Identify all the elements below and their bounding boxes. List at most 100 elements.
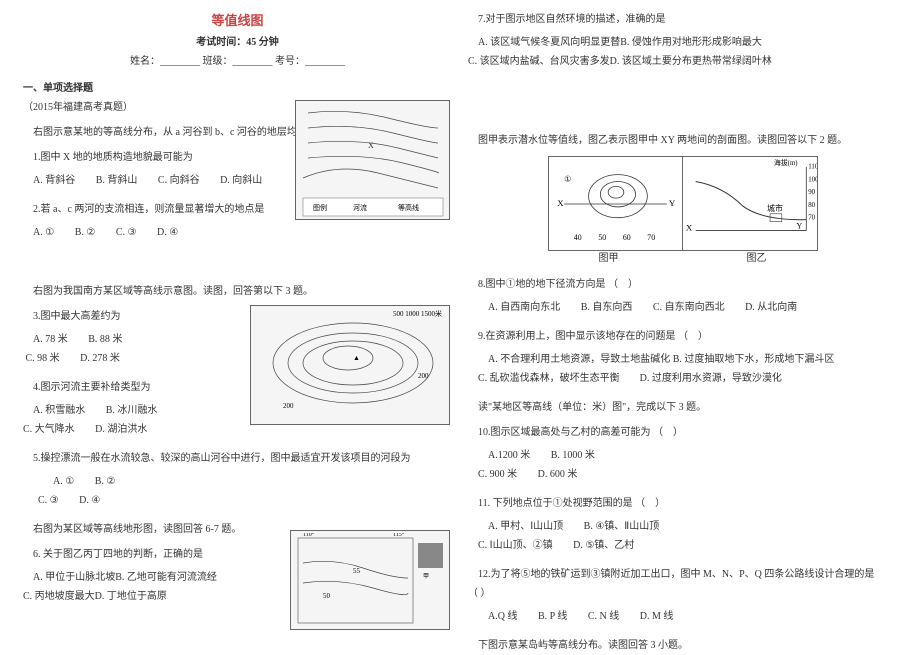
q9-a: A. 不合理利用土地资源，导致土地盐碱化 B. 过度抽取地下水，形成地下漏斗区	[488, 354, 834, 365]
q2-d: D. ④	[157, 227, 178, 238]
q4-b: B. 冰川融水	[106, 405, 158, 416]
svg-text:90: 90	[808, 189, 815, 196]
svg-text:110°: 110°	[303, 533, 315, 538]
q10-a: A.1200 米	[488, 450, 530, 461]
q6-a: A. 甲位于山脉北坡B. 乙地可能有河流流经	[33, 572, 217, 583]
q2-options: A. ① B. ② C. ③ D. ④	[23, 223, 452, 242]
q8-b: B. 自东向西	[581, 302, 633, 313]
q3-d: D. 278 米	[80, 353, 120, 364]
figure-1-contour-map: X 图例 河流 等高线	[295, 100, 450, 220]
q11-b: B. ④镇、Ⅱ山山顶	[584, 521, 660, 532]
q5-c: C. ③	[38, 495, 59, 506]
q8-a: A. 自西南向东北	[488, 302, 560, 313]
q10-b: B. 1000 米	[551, 450, 595, 461]
q12: 12.为了将⑤地的铁矿运到③镇附近加工出口，图中 M、N、P、Q 四条公路线设计…	[468, 565, 897, 603]
q9-c: C. 乱砍滥伐森林，破坏生态平衡 D. 过度利用水资源，导致沙漠化	[478, 373, 782, 384]
q4-c: C. 大气降水	[23, 424, 75, 435]
header-fields: 姓名：________ 班级：________ 考号：________	[23, 52, 452, 67]
left-column: 等值线图 考试时间：45 分钟 姓名：________ 班级：________ …	[15, 10, 460, 641]
svg-text:50: 50	[323, 592, 331, 600]
q12-d: D. M 线	[640, 611, 674, 622]
intro-4: 图甲表示潜水位等值线，图乙表示图甲中 XY 两地间的剖面图。读图回答以下 2 题…	[468, 131, 897, 150]
q3-c: C. 98 米	[26, 353, 60, 364]
q7-a: A. 该区域气候冬夏风向明显更替B. 侵蚀作用对地形形成影响最大	[478, 37, 762, 48]
q2-b: B. ②	[75, 227, 96, 238]
svg-text:500 1000 1500米: 500 1000 1500米	[393, 309, 442, 318]
q7: 7.对于图示地区自然环境的描述，准确的是	[468, 10, 897, 29]
name-label: 姓名：	[130, 56, 160, 67]
svg-text:等高线: 等高线	[398, 203, 419, 212]
q5-options: A. ① B. ② C. ③ D. ④	[23, 472, 452, 510]
section-heading-1: 一、单项选择题	[23, 79, 452, 94]
q11-options: A. 甲村、Ⅰ山山顶 B. ④镇、Ⅱ山山顶 C. Ⅰ山山顶、②镇 D. ⑤镇、乙…	[468, 517, 897, 555]
q12-a: A.Q 线	[488, 611, 517, 622]
q5: 5.操控漂流一般在水流较急、较深的高山河谷中进行，图中最适宜开发该项目的河段为	[23, 449, 452, 468]
q1-d: D. 向斜山	[220, 175, 262, 186]
q10: 10.图示区域最高处与乙村的高差可能为 （ ）	[468, 423, 897, 442]
intro-6: 下图示意某岛屿等高线分布。读图回答 3 小题。	[468, 636, 897, 655]
q5-b: B. ②	[95, 476, 116, 487]
right-column: 7.对于图示地区自然环境的描述，准确的是 A. 该区域气候冬夏风向明显更替B. …	[460, 10, 905, 641]
figure-4-left: X Y 40 50 60 70 ①	[549, 157, 683, 250]
fig4-label-left: 图甲	[599, 249, 619, 264]
svg-text:①: ①	[564, 174, 571, 183]
q12-c: C. N 线	[588, 611, 619, 622]
q8-options: A. 自西南向东北 B. 自东向西 C. 自东南向西北 D. 从北向南	[468, 298, 897, 317]
main-title: 等值线图	[23, 10, 452, 29]
q10-d: D. 600 米	[538, 469, 578, 480]
q8-c: C. 自东南向西北	[653, 302, 725, 313]
q1-b: B. 背斜山	[96, 175, 138, 186]
q12-options: A.Q 线 B. P 线 C. N 线 D. M 线	[468, 607, 897, 626]
svg-text:60: 60	[622, 233, 630, 242]
svg-text:70: 70	[808, 215, 815, 222]
svg-text:Y: Y	[668, 198, 675, 208]
svg-text:甲: 甲	[423, 573, 429, 580]
q10-c: C. 900 米	[478, 469, 517, 480]
svg-text:200: 200	[283, 402, 294, 410]
svg-text:50: 50	[598, 233, 606, 242]
svg-text:▲: ▲	[353, 354, 360, 362]
svg-text:X: X	[685, 222, 692, 232]
q9-options: A. 不合理利用土地资源，导致土地盐碱化 B. 过度抽取地下水，形成地下漏斗区 …	[468, 350, 897, 388]
svg-text:城市: 城市	[767, 203, 783, 213]
svg-text:河流: 河流	[353, 203, 367, 212]
svg-text:X: X	[368, 141, 374, 150]
intro-5: 读"某地区等高线（单位：米）图"，完成以下 3 题。	[468, 398, 897, 417]
svg-text:115°: 115°	[393, 533, 405, 538]
svg-text:X: X	[557, 198, 564, 208]
svg-text:55: 55	[353, 567, 361, 575]
q10-options: A.1200 米 B. 1000 米 C. 900 米 D. 600 米	[468, 446, 897, 484]
svg-text:海拔(m): 海拔(m)	[773, 158, 797, 167]
q9: 9.在资源利用上，图中显示该地存在的问题是 （ ）	[468, 327, 897, 346]
q11: 11. 下列地点位于①处视野范围的是 （ ）	[468, 494, 897, 513]
q8: 8.图中①地的地下径流方向是 （ ）	[468, 275, 897, 294]
figure-4-dual-panel: X Y 40 50 60 70 ① X 110 100 90 80	[548, 156, 818, 251]
q5-d: D. ④	[79, 495, 100, 506]
q2-a: A. ①	[33, 227, 54, 238]
fig4-label-right: 图乙	[747, 249, 767, 264]
intro-2: 右图为我国南方某区域等高线示意图。读图，回答第以下 3 题。	[23, 282, 452, 301]
svg-text:图例: 图例	[313, 203, 327, 212]
svg-text:80: 80	[808, 202, 815, 209]
figure-4-right: X 110 100 90 80 70 海拔(m) 城市 Y	[683, 157, 817, 250]
q1-c: C. 向斜谷	[158, 175, 200, 186]
svg-text:70: 70	[647, 233, 655, 242]
svg-text:200: 200	[418, 372, 429, 380]
svg-text:40: 40	[573, 233, 581, 242]
q1-a: A. 背斜谷	[33, 175, 75, 186]
q7-c: C. 该区域内盐碱、台风灾害多发D. 该区域土要分布更热带常绿阔叶林	[468, 56, 772, 67]
q4-d: D. 湖泊洪水	[95, 424, 147, 435]
id-label: 考号：	[275, 56, 305, 67]
q2-c: C. ③	[116, 227, 137, 238]
q7-options: A. 该区域气候冬夏风向明显更替B. 侵蚀作用对地形形成影响最大 C. 该区域内…	[468, 33, 897, 71]
q12-b: B. P 线	[538, 611, 567, 622]
svg-text:100: 100	[808, 176, 817, 183]
figure-2-contour-map: ▲ 500 1000 1500米 200 200	[250, 305, 450, 425]
q11-d: D. ⑤镇、乙村	[573, 540, 634, 551]
q5-a: A. ①	[53, 476, 74, 487]
class-label: 班级：	[203, 56, 233, 67]
svg-text:Y: Y	[796, 221, 802, 230]
q11-c: C. Ⅰ山山顶、②镇	[478, 540, 553, 551]
q6-c: C. 丙地坡度最大D. 丁地位于高原	[23, 591, 167, 602]
q11-a: A. 甲村、Ⅰ山山顶	[488, 521, 563, 532]
